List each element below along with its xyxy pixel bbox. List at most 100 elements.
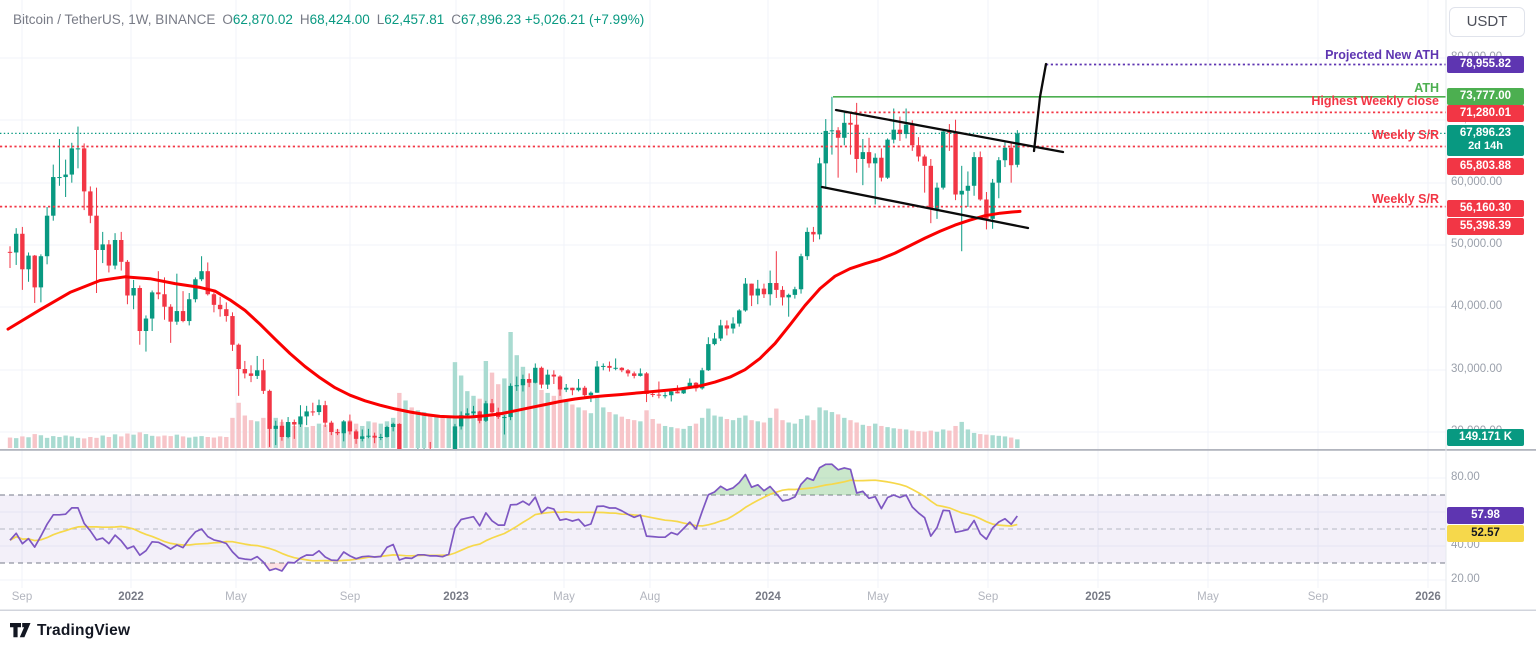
time-axis-label[interactable]: May bbox=[553, 591, 575, 603]
channel-upper-trendline[interactable] bbox=[834, 108, 1065, 154]
volume-bar bbox=[156, 436, 161, 448]
candle-body bbox=[372, 435, 377, 438]
candle-body bbox=[156, 292, 161, 295]
rsi-ma-line[interactable] bbox=[9, 479, 1018, 562]
candle-body bbox=[384, 427, 390, 437]
line-annotation-label[interactable]: Weekly S/R bbox=[1371, 128, 1439, 142]
ohlc-value: 62,870.02 bbox=[232, 12, 293, 27]
candle-body bbox=[267, 390, 272, 429]
time-axis-label[interactable]: Sep bbox=[1307, 591, 1329, 603]
volume-bar bbox=[316, 423, 322, 448]
volume-bar bbox=[842, 417, 847, 448]
candle-body bbox=[755, 288, 760, 296]
volume-bar bbox=[452, 362, 458, 448]
time-axis-label[interactable]: 2026 bbox=[1415, 591, 1441, 603]
volume-bar bbox=[1008, 437, 1014, 448]
candle-body bbox=[879, 157, 884, 178]
bottom-separator bbox=[0, 609, 1536, 611]
currency-toggle-button[interactable]: USDT bbox=[1449, 7, 1525, 37]
time-axis-label[interactable]: May bbox=[867, 591, 889, 603]
candle-body bbox=[1008, 147, 1014, 166]
time-axis-label[interactable]: May bbox=[225, 591, 247, 603]
candle-body bbox=[662, 395, 668, 397]
candle-body bbox=[885, 139, 890, 178]
pane-separator[interactable] bbox=[0, 449, 1536, 451]
candle-body bbox=[162, 294, 167, 307]
volume-bar bbox=[699, 417, 705, 448]
volume-bar bbox=[44, 437, 50, 448]
volume-bar bbox=[1015, 439, 1020, 448]
candle-body bbox=[292, 422, 297, 425]
candle-body bbox=[767, 283, 773, 295]
channel-lower-trendline[interactable] bbox=[820, 185, 1030, 230]
candle-body bbox=[341, 421, 346, 434]
ma-line[interactable] bbox=[6, 209, 1022, 419]
volume-bar bbox=[94, 437, 99, 448]
candle-body bbox=[137, 288, 142, 332]
candle-body bbox=[279, 425, 285, 437]
candle-body bbox=[447, 451, 451, 453]
candle-body bbox=[873, 157, 878, 164]
line-annotation-label[interactable]: Projected New ATH bbox=[1325, 48, 1439, 62]
volume-bar bbox=[631, 420, 637, 448]
volume-bar bbox=[601, 407, 606, 448]
time-axis-label[interactable]: Sep bbox=[339, 591, 361, 603]
ohlc-prefix: O bbox=[222, 12, 233, 27]
candle-body bbox=[347, 421, 353, 432]
candle-body bbox=[761, 288, 767, 295]
volume-bar bbox=[767, 417, 773, 448]
volume-bar bbox=[761, 422, 767, 448]
time-axis-label[interactable]: Aug bbox=[639, 591, 661, 603]
time-axis-label[interactable]: 2023 bbox=[443, 591, 469, 603]
volume-bar bbox=[940, 429, 946, 448]
volume-bar bbox=[329, 428, 334, 448]
price-label-box: 71,280.01 bbox=[1447, 105, 1524, 122]
volume-bar bbox=[625, 419, 631, 448]
volume-bar bbox=[910, 430, 915, 448]
candle-body bbox=[829, 130, 835, 132]
candle-body bbox=[866, 152, 872, 164]
time-axis-label[interactable]: 2024 bbox=[755, 591, 781, 603]
breakout-projection-line[interactable] bbox=[1032, 62, 1048, 153]
candle-body bbox=[594, 366, 600, 393]
time-axis-label[interactable]: 2022 bbox=[118, 591, 144, 603]
time-axis-label[interactable]: 2025 bbox=[1085, 591, 1111, 603]
candle-body bbox=[669, 391, 674, 396]
volume-bar bbox=[730, 420, 736, 448]
line-annotation-label[interactable]: Weekly S/R bbox=[1371, 192, 1439, 206]
candle-body bbox=[353, 431, 359, 439]
volume-bar bbox=[298, 424, 303, 448]
volume-bar bbox=[551, 395, 557, 448]
volume-bar bbox=[477, 398, 482, 448]
line-annotation-label[interactable]: Highest Weekly close bbox=[1311, 94, 1439, 108]
symbol-legend[interactable]: Bitcoin / TetherUS, 1W, BINANCE O62,870.0… bbox=[13, 12, 644, 27]
rsi-line[interactable] bbox=[9, 463, 1018, 572]
candle-body bbox=[106, 244, 112, 266]
candle-body bbox=[631, 373, 637, 376]
candle-body bbox=[730, 323, 736, 329]
volume-bar bbox=[51, 436, 56, 448]
volume-bar bbox=[971, 432, 977, 448]
ohlc-value: 68,424.00 bbox=[309, 12, 370, 27]
candle-body bbox=[248, 373, 254, 376]
volume-bar bbox=[137, 432, 142, 448]
volume-bar bbox=[26, 437, 31, 448]
time-axis-label[interactable]: Sep bbox=[977, 591, 999, 603]
candle-body bbox=[378, 436, 383, 438]
volume-bar bbox=[817, 407, 822, 448]
line-annotation-label[interactable]: ATH bbox=[1414, 81, 1439, 95]
volume-bar bbox=[848, 420, 853, 448]
candle-body bbox=[545, 374, 550, 385]
volume-bar bbox=[675, 428, 680, 448]
volume-bar bbox=[786, 422, 791, 448]
time-axis-label[interactable]: May bbox=[1197, 591, 1219, 603]
volume-bar bbox=[335, 429, 340, 448]
volume-bar bbox=[947, 430, 952, 448]
time-axis-label[interactable]: Sep bbox=[11, 591, 33, 603]
tradingview-logo[interactable]: TradingView bbox=[10, 622, 130, 640]
candle-body bbox=[304, 411, 309, 417]
volume-bar bbox=[75, 437, 81, 448]
candle-body bbox=[891, 129, 896, 140]
